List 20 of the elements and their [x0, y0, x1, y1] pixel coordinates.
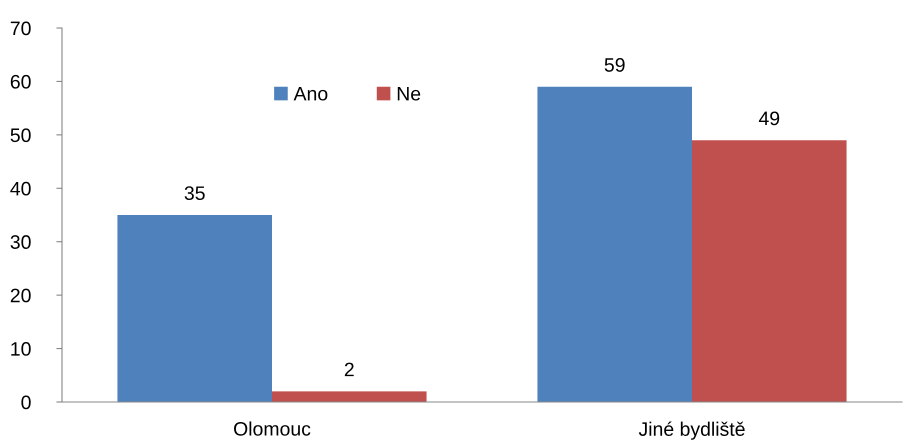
bar: [692, 140, 847, 402]
legend-label: Ano: [294, 86, 328, 101]
bar: [537, 86, 692, 402]
data-label: 2: [344, 362, 354, 376]
bar: [272, 391, 427, 402]
data-label: 49: [758, 111, 780, 126]
data-label: 59: [604, 58, 625, 72]
data-label: 35: [184, 186, 205, 200]
x-tick-label: Jiné bydliště: [638, 421, 745, 440]
y-tick-label: 70: [10, 21, 31, 36]
x-tick-label: Olomouc: [234, 421, 310, 436]
bar: [117, 215, 272, 402]
legend-label: Ne: [398, 86, 420, 101]
y-tick-label: 50: [10, 128, 31, 142]
y-tick-label: 10: [11, 342, 31, 356]
y-tick-label: 60: [10, 74, 31, 89]
y-tick-label: 20: [10, 288, 31, 302]
y-tick-label: 0: [21, 395, 31, 410]
y-tick-label: 40: [10, 182, 31, 196]
y-tick-label: 30: [10, 235, 31, 249]
